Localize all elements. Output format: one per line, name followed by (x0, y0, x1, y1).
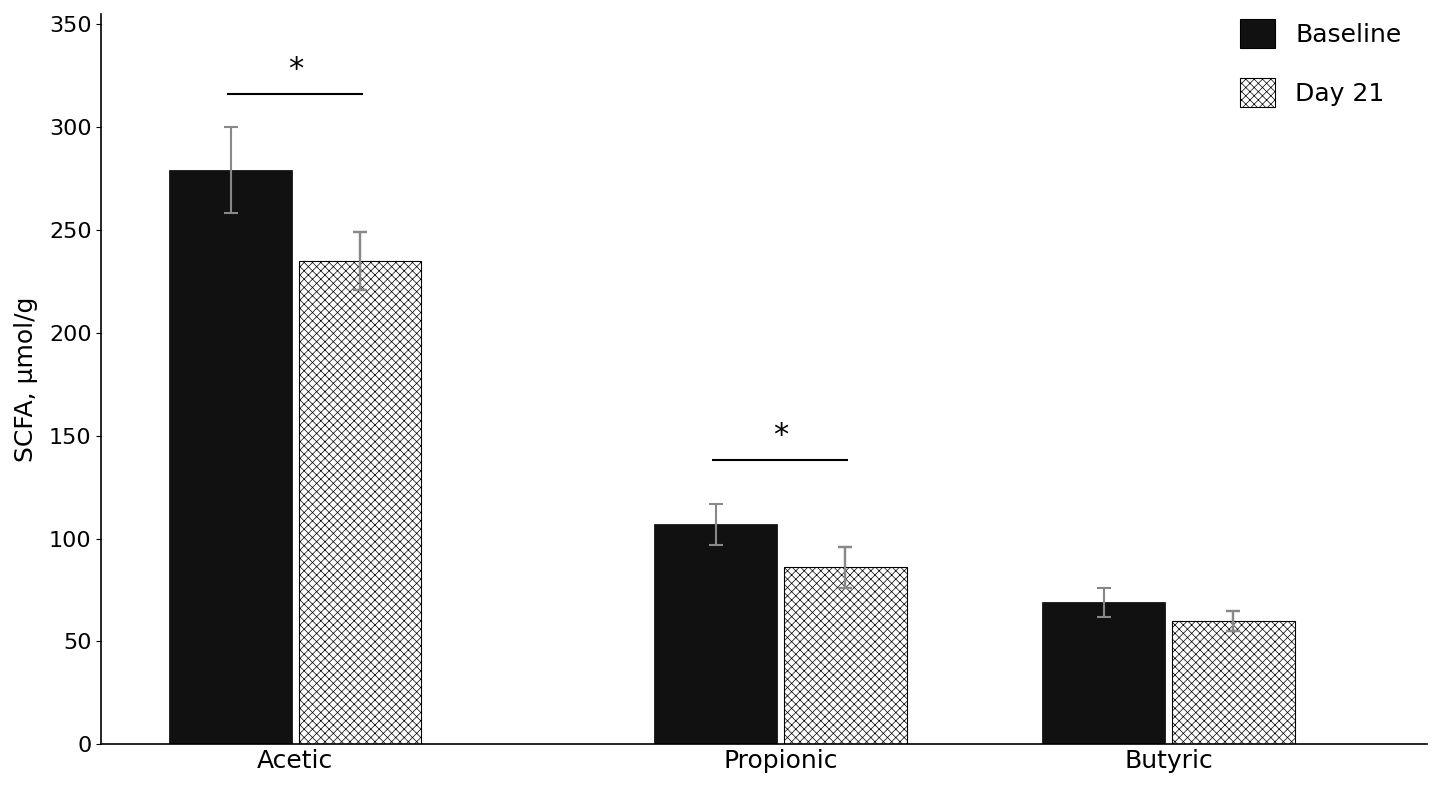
Bar (169, 170, 293, 745)
Text: *: * (288, 55, 303, 84)
Legend: Baseline, Day 21: Baseline, Day 21 (1241, 19, 1401, 107)
Bar (784, 567, 906, 745)
Bar (298, 260, 421, 745)
Text: *: * (772, 421, 788, 450)
Bar (654, 524, 777, 745)
Bar (1042, 602, 1166, 745)
Bar (1172, 621, 1294, 745)
Y-axis label: SCFA, μmol/g: SCFA, μmol/g (14, 297, 37, 462)
